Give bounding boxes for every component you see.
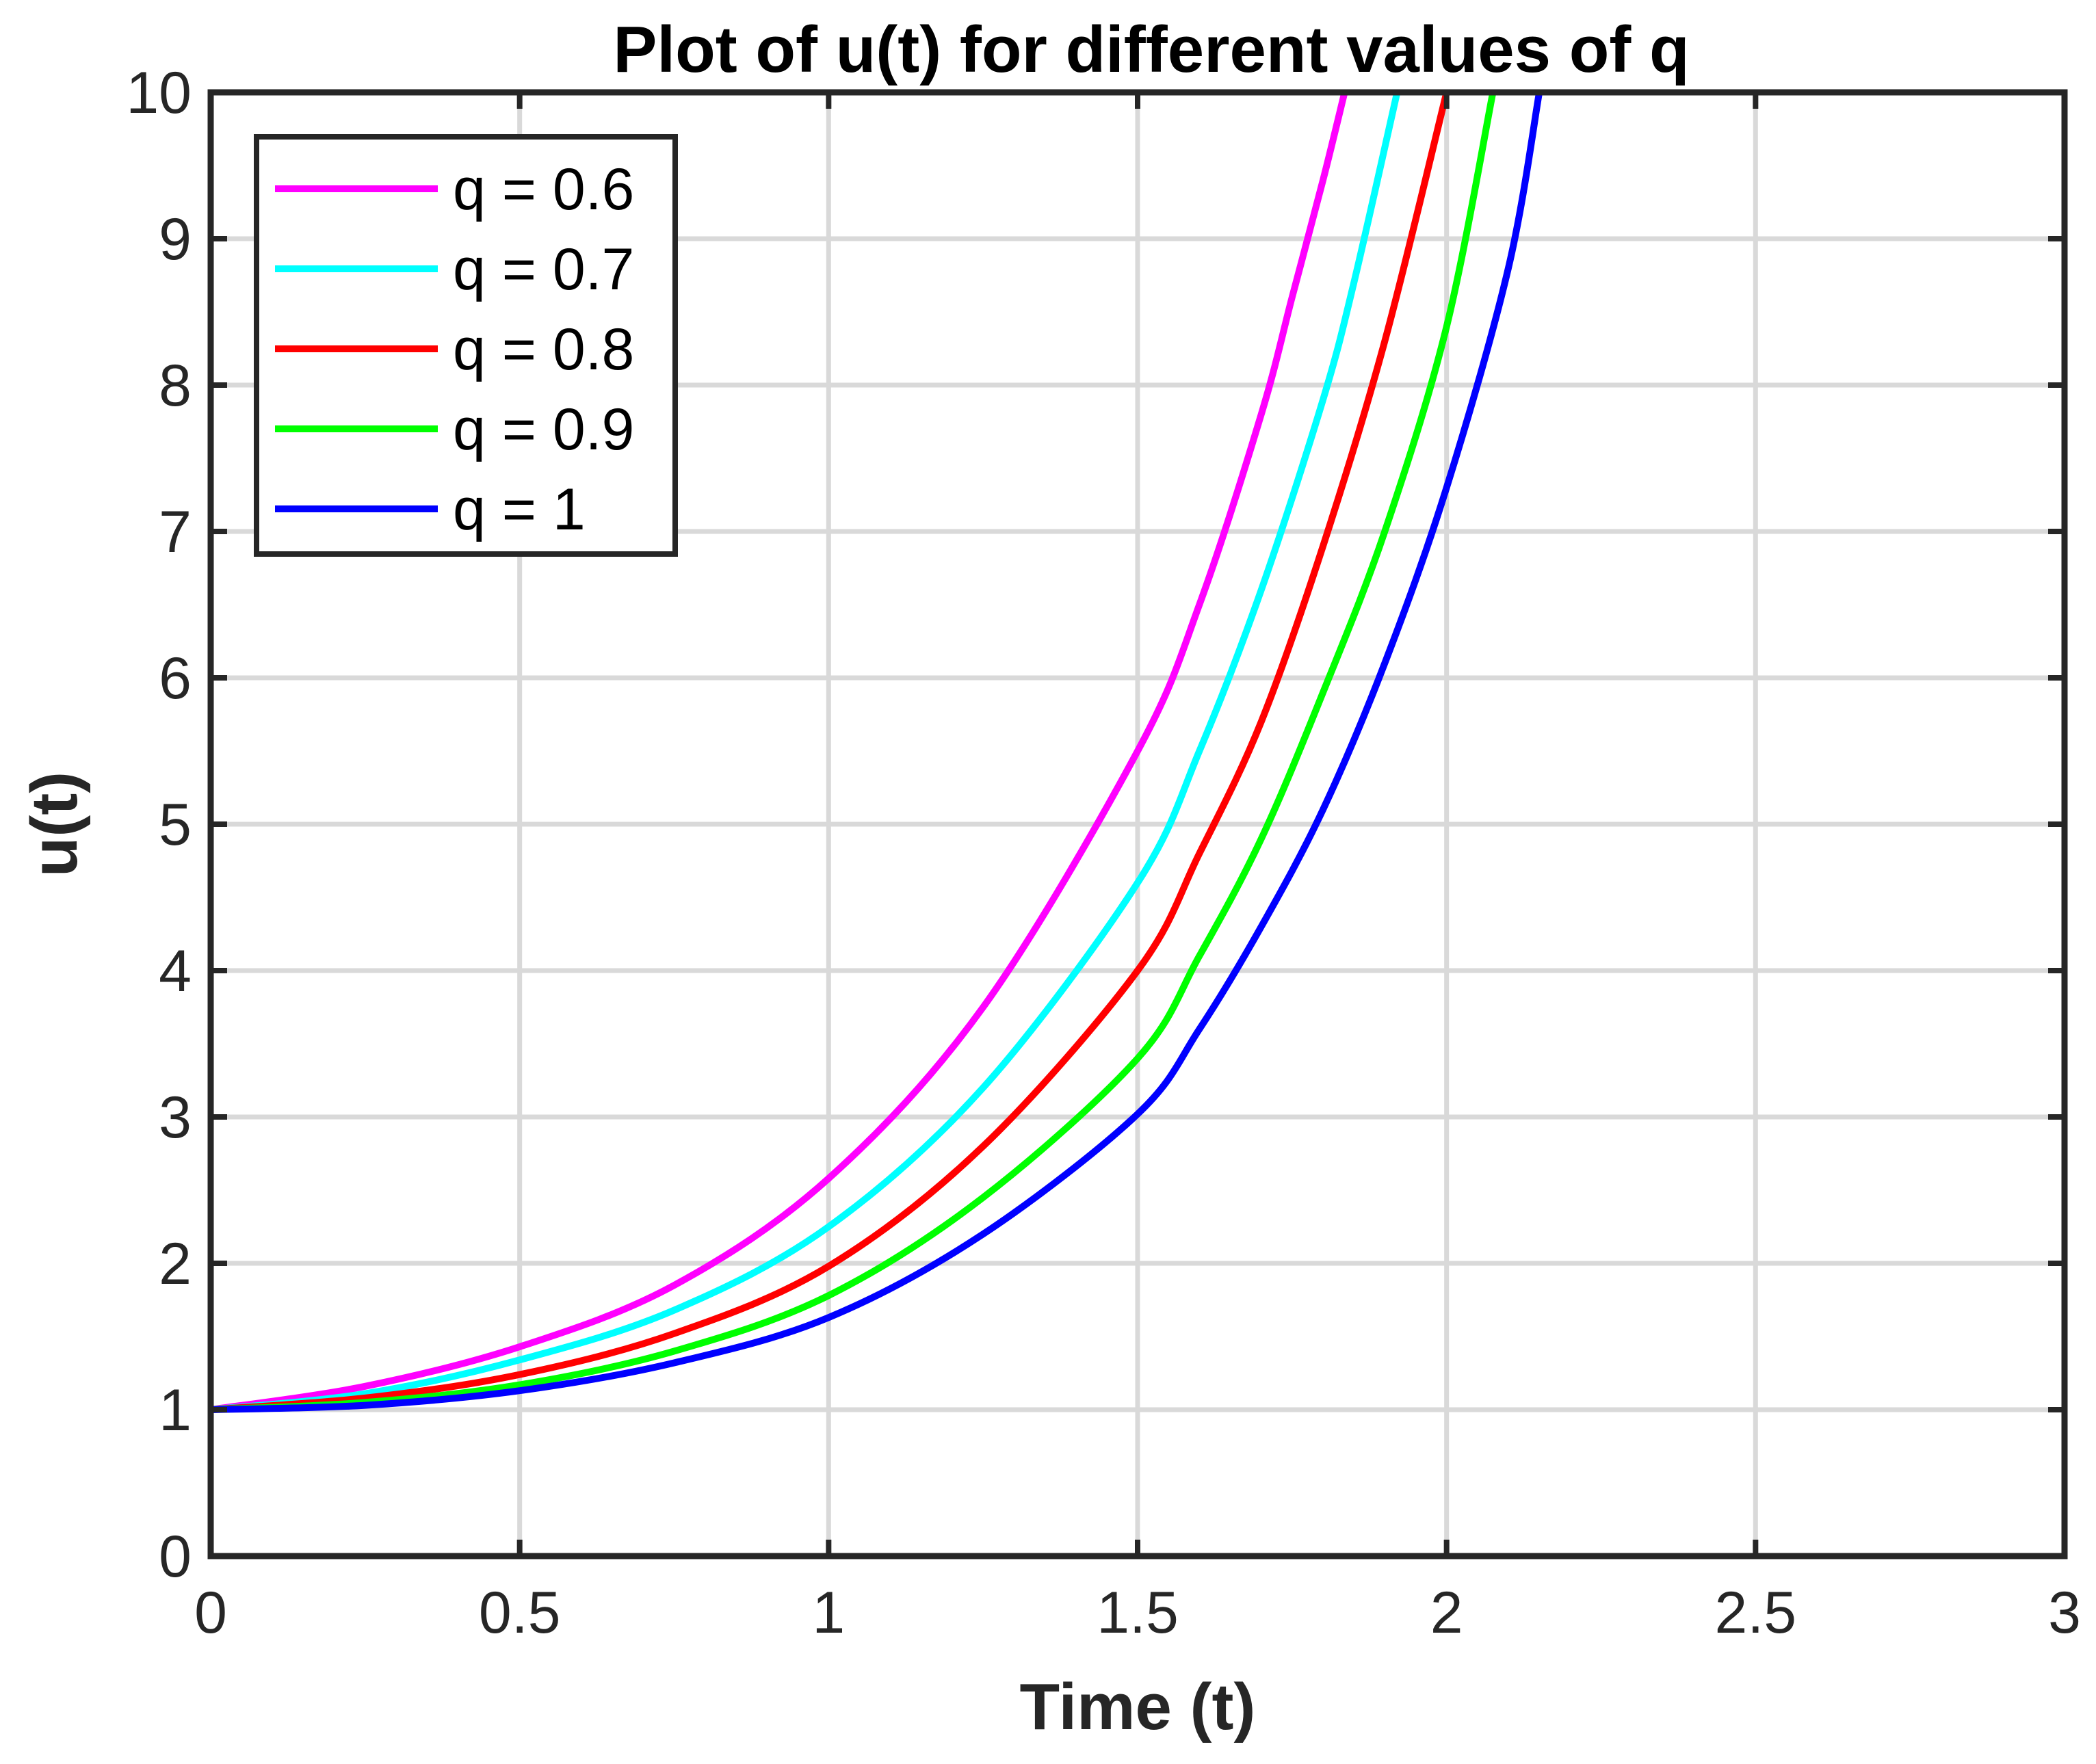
y-tick-label: 6 <box>159 646 192 711</box>
y-tick-label: 4 <box>159 938 192 1004</box>
legend-label: q = 1 <box>453 477 586 542</box>
chart-title: Plot of u(t) for different values of q <box>613 13 1689 86</box>
y-tick-label: 9 <box>159 207 192 272</box>
x-tick-labels: 0 0.5 1 1.5 2 2.5 3 <box>194 1580 2081 1646</box>
y-tick-label: 10 <box>126 60 192 126</box>
series-line-2 <box>210 91 1401 1413</box>
y-tick-label: 7 <box>159 499 192 565</box>
series-layer <box>210 91 1543 1413</box>
x-tick-label: 0.5 <box>479 1580 561 1646</box>
y-tick-label: 2 <box>159 1231 192 1297</box>
x-tick-label: 2.5 <box>1715 1580 1797 1646</box>
grid-lines <box>211 92 2065 1556</box>
y-tick-label: 1 <box>159 1378 192 1443</box>
y-tick-label: 5 <box>159 792 192 858</box>
x-tick-label: 1.5 <box>1097 1580 1179 1646</box>
legend-label: q = 0.9 <box>453 397 634 462</box>
legend: q = 0.6 q = 0.7 q = 0.8 q = 0.9 q = 1 <box>254 134 678 557</box>
x-tick-label: 2 <box>1430 1580 1463 1646</box>
y-axis-label: u(t) <box>18 772 91 878</box>
series-line-1 <box>210 91 1348 1413</box>
series-line-5 <box>210 92 1543 1413</box>
legend-label: q = 0.8 <box>453 317 634 382</box>
y-tick-label: 8 <box>159 353 192 419</box>
y-tick-label: 3 <box>159 1085 192 1150</box>
series-line-3 <box>210 91 1450 1413</box>
x-tick-label: 3 <box>2048 1580 2081 1646</box>
x-axis-label: Time (t) <box>1020 1670 1256 1743</box>
legend-label: q = 0.6 <box>453 157 634 222</box>
series-line-4 <box>210 92 1497 1413</box>
axes-box <box>207 89 2068 1559</box>
y-tick-label: 0 <box>159 1524 192 1590</box>
x-tick-label: 0 <box>194 1580 227 1646</box>
x-tick-label: 1 <box>812 1580 845 1646</box>
legend-label: q = 0.7 <box>453 237 634 302</box>
y-tick-labels: 0 1 2 3 4 5 6 7 8 9 10 <box>126 60 192 1590</box>
